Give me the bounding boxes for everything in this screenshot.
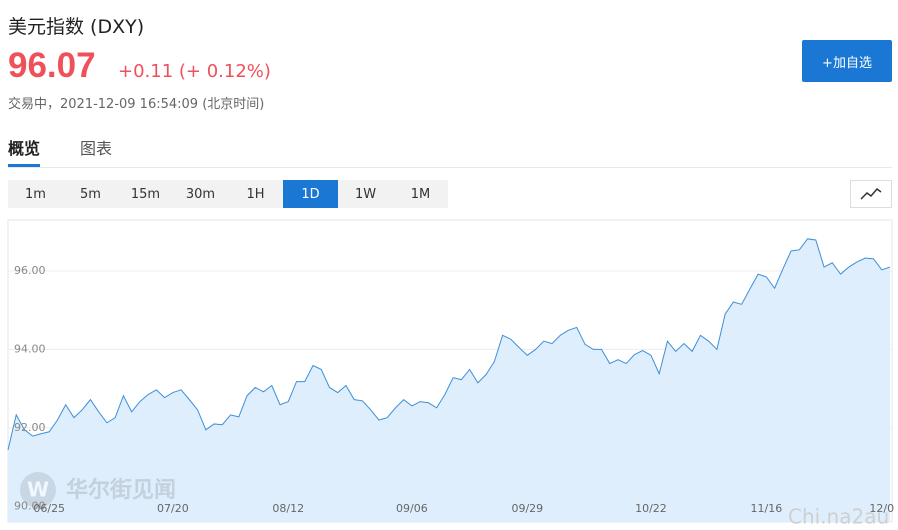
x-tick-label: 10/22: [635, 502, 667, 515]
period-button[interactable]: 15m: [130, 186, 161, 202]
period-button[interactable]: 1H: [246, 186, 265, 202]
x-tick-label: 06/25: [33, 502, 65, 515]
x-tick-label: 08/12: [272, 502, 304, 515]
y-tick-label: 94.00: [14, 342, 46, 355]
tab[interactable]: 图表: [80, 139, 113, 158]
watermark-text: 华尔街见闻: [66, 477, 176, 503]
tab-underline: [8, 164, 40, 167]
period-button[interactable]: 1m: [25, 186, 46, 202]
x-tick-label: 12/0: [869, 502, 894, 515]
chart-type-button[interactable]: [850, 180, 892, 208]
period-button[interactable]: 1M: [410, 186, 431, 202]
period-button[interactable]: 1D: [283, 180, 338, 208]
divider: [8, 167, 892, 168]
period-button[interactable]: 1W: [354, 186, 377, 202]
watermark-site: Chi.na2au: [788, 505, 889, 529]
line: [7, 238, 891, 450]
period-button[interactable]: 30m: [185, 186, 216, 202]
tab[interactable]: 概览: [8, 139, 41, 158]
line-icon: [860, 187, 882, 200]
y-tick-label: 92.00: [14, 421, 46, 434]
price: 96.07: [8, 46, 96, 85]
title: 美元指数 (DXY): [8, 16, 145, 38]
y-tick-label: 96.00: [14, 264, 46, 277]
x-tick-label: 07/20: [157, 502, 189, 515]
period-button[interactable]: 5m: [80, 186, 101, 202]
area: [8, 238, 890, 522]
x-tick-label: 09/29: [511, 502, 543, 515]
x-tick-label: 09/06: [396, 502, 428, 515]
add-watchlist-button[interactable]: +加自选: [802, 40, 892, 82]
change: +0.11 (+ 0.12%): [118, 61, 271, 82]
status: 交易中，2021-12-09 16:54:09 (北京时间): [8, 97, 265, 112]
svg-text:W: W: [27, 478, 49, 502]
watermark-logo: W: [20, 472, 56, 508]
period-bar: 1m 5m 15m 30m 1H 1D 1W 1M: [8, 180, 448, 208]
x-tick-label: 11/16: [751, 502, 783, 515]
y-tick-label: 90.00: [14, 499, 46, 512]
